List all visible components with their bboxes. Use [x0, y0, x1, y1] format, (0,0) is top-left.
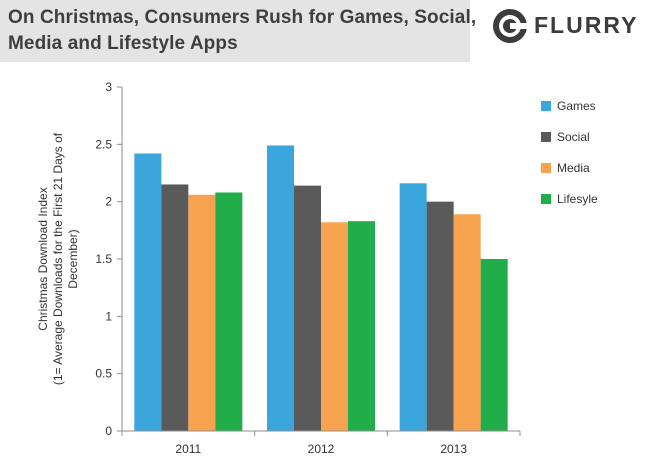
y-tick-label: 1.5: [95, 252, 112, 266]
legend-label: Lifesyle: [557, 192, 598, 206]
bars: [134, 145, 508, 432]
legend-swatch-lifesyle: [541, 194, 551, 204]
y-tick-label: 0: [105, 424, 112, 438]
y-tick-label: 2: [105, 195, 112, 209]
chart-title-line-2: Media and Lifestyle Apps: [8, 33, 238, 54]
bar-games-2012: [267, 145, 294, 432]
y-tick-label: 0.5: [95, 367, 112, 381]
bar-lifesyle-2011: [215, 192, 243, 431]
x-tick-label: 2013: [440, 442, 467, 456]
bar-games-2013: [399, 183, 427, 431]
bar-media-2011: [188, 194, 216, 431]
flurry-logo-icon: [493, 9, 528, 43]
y-axis-title-line: Christmas Download Index: [36, 187, 50, 330]
y-tick-label: 2.5: [95, 137, 112, 151]
title-banner: On Christmas, Consumers Rush for Games, …: [0, 0, 476, 62]
x-tick-label: 2011: [175, 442, 201, 456]
y-axis-title-line: (1= Average Downloads for the First 21 D…: [51, 132, 65, 385]
bar-social-2011: [161, 184, 189, 431]
legend-swatch-games: [541, 101, 551, 111]
bar-media-2013: [453, 214, 481, 431]
legend-label: Media: [557, 161, 590, 175]
x-axis: 2011 2012 2013: [121, 430, 521, 456]
chart-title-line-1: On Christmas, Consumers Rush for Games, …: [8, 7, 477, 28]
bar-social-2012: [294, 185, 321, 431]
y-tick-label: 3: [105, 80, 112, 94]
legend-swatch-media: [541, 163, 551, 173]
brand-name: FLURRY: [534, 12, 639, 38]
legend-label: Games: [557, 99, 596, 113]
bar-social-2013: [426, 201, 454, 431]
y-tick-label: 1: [105, 309, 112, 323]
y-axis-title-line: December): [66, 229, 80, 288]
x-tick-label: 2012: [308, 442, 335, 456]
bar-lifesyle-2013: [480, 259, 508, 431]
legend-swatch-social: [541, 132, 551, 142]
y-axis: 0 0.5 1 1.5 2 2.5 3: [95, 80, 123, 438]
brand-logo: FLURRY: [490, 6, 650, 46]
y-axis-title: Christmas Download Index (1= Average Down…: [36, 132, 80, 385]
legend: Games Social Media Lifesyle: [541, 99, 598, 206]
bar-lifesyle-2012: [348, 221, 375, 431]
bar-media-2012: [321, 222, 348, 431]
bar-games-2011: [134, 153, 162, 432]
legend-label: Social: [557, 130, 590, 144]
